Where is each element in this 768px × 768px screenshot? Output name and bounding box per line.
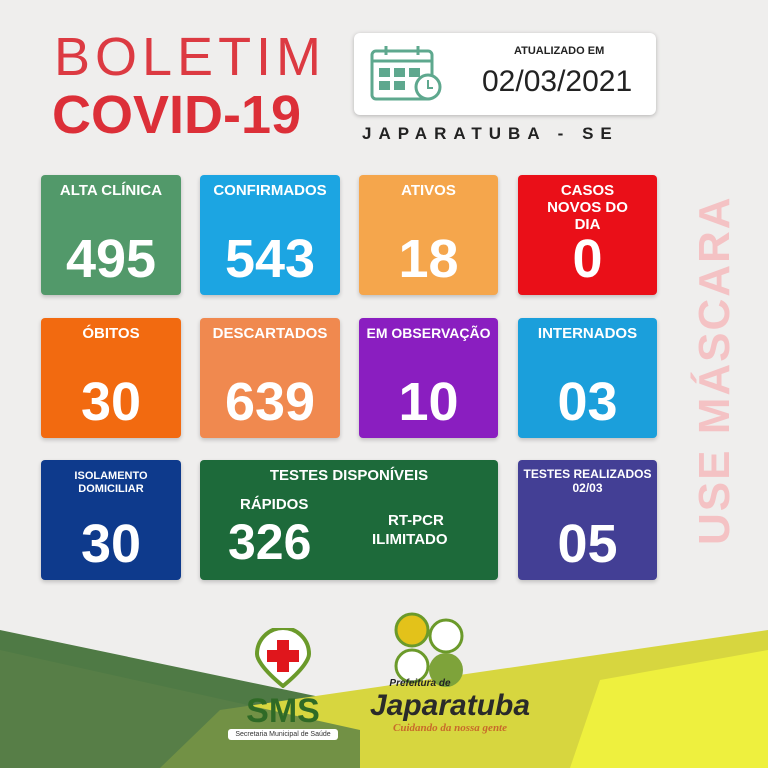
card-label: EM OBSERVAÇÃO — [366, 325, 491, 341]
sms-subtitle: Secretaria Municipal de Saúde — [228, 729, 338, 740]
red-cross-icon — [254, 626, 312, 689]
prefeitura-top-text: Prefeitura de — [389, 678, 451, 689]
rapid-value: 326 — [228, 514, 312, 570]
card-em-observacao: EM OBSERVAÇÃO 10 — [359, 318, 498, 438]
pcr-value: ILIMITADO — [372, 531, 448, 548]
card-value: 18 — [398, 229, 459, 289]
card-casos-novos: CASOS NOVOS DO DIA 0 — [518, 175, 657, 295]
update-box: ATUALIZADO EM 02/03/2021 — [354, 33, 656, 115]
card-value: 543 — [224, 229, 316, 289]
calendar-clock-icon — [370, 46, 442, 101]
card-value: 30 — [80, 372, 142, 432]
card-value: 03 — [557, 372, 618, 432]
city-label: JAPARATUBA - SE — [362, 124, 619, 143]
card-internados: INTERNADOS 03 — [518, 318, 657, 438]
card-ativos: ATIVOS 18 — [359, 175, 498, 295]
card-label: ATIVOS — [401, 182, 456, 199]
card-label: ISOLAMENTO DOMICILIAR — [74, 470, 148, 495]
sms-text: SMS — [246, 692, 320, 730]
card-isolamento: ISOLAMENTO DOMICILIAR 30 — [41, 460, 181, 580]
card-value: 10 — [398, 372, 459, 432]
card-label: TESTES REALIZADOS 02/03 — [523, 467, 652, 495]
card-value: 30 — [80, 514, 142, 574]
updated-date: 02/03/2021 — [482, 65, 633, 98]
card-label: ALTA CLÍNICA — [59, 182, 163, 199]
card-label: CONFIRMADOS — [213, 182, 327, 199]
prefeitura-slogan: Cuidando da nossa gente — [393, 722, 507, 734]
card-alta-clinica: ALTA CLÍNICA 495 — [41, 175, 181, 295]
tests-title: TESTES DISPONÍVEIS — [269, 467, 429, 484]
title-covid: COVID-19 — [52, 85, 302, 145]
card-label: INTERNADOS — [537, 325, 638, 342]
use-mask-text: USE MÁSCARA — [690, 195, 739, 545]
prefeitura-logo: Prefeitura de Japaratuba Cuidando da nos… — [360, 612, 540, 762]
card-testes-disponiveis: TESTES DISPONÍVEIS RÁPIDOS 326 RT-PCR IL… — [200, 460, 498, 580]
card-label: DESCARTADOS — [212, 325, 328, 342]
sms-logo: SMS Secretaria Municipal de Saúde — [228, 626, 338, 756]
card-value: 639 — [224, 372, 316, 432]
pcr-label: RT-PCR — [388, 512, 444, 529]
card-descartados: DESCARTADOS 639 — [200, 318, 340, 438]
card-obitos: ÓBITOS 30 — [41, 318, 181, 438]
card-confirmados: CONFIRMADOS 543 — [200, 175, 340, 295]
card-value: 05 — [557, 514, 618, 574]
rapid-label: RÁPIDOS — [240, 496, 309, 513]
card-testes-realizados: TESTES REALIZADOS 02/03 05 — [518, 460, 657, 580]
updated-label: ATUALIZADO EM — [514, 45, 605, 57]
card-value: 0 — [572, 229, 603, 289]
card-value: 495 — [65, 229, 157, 289]
card-label: CASOS NOVOS DO DIA — [547, 182, 628, 233]
title-boletim: BOLETIM — [54, 27, 327, 87]
prefeitura-name: Japaratuba — [369, 689, 531, 722]
clover-emblem-icon — [394, 612, 464, 687]
card-label: ÓBITOS — [82, 325, 140, 342]
